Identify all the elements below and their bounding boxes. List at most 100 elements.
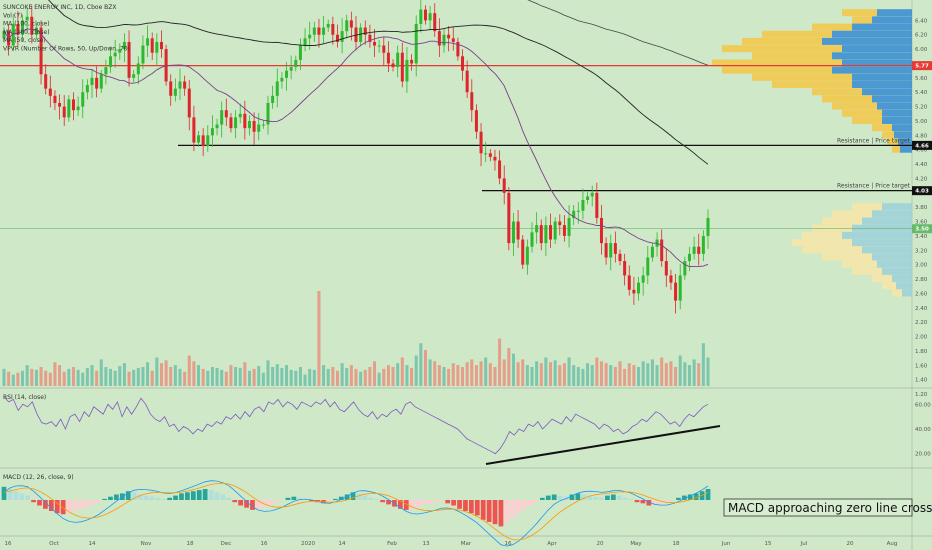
volume-bar [572,365,576,386]
volume-bar [558,365,562,386]
macd-histogram-bar [676,497,681,500]
price-tag-label: 4.03 [915,189,929,195]
price-tick-label: 2.40 [915,306,928,312]
macd-histogram-bar [238,500,244,506]
rsi-tick-label: 60.00 [915,402,931,408]
volume-bar [81,372,85,386]
time-tick-label: 16 [5,541,12,547]
candle-body [373,41,377,46]
vpvr-down-bar [822,217,862,225]
candle-body [62,106,66,118]
volume-bar [85,367,89,386]
price-tick-label: 6.00 [915,47,928,53]
candle-body [261,124,265,126]
volume-bar [146,362,150,386]
candle-body [150,38,154,53]
candle-body [271,95,275,103]
volume-bar [433,361,437,386]
macd-histogram-bar [332,498,338,500]
volume-bar [669,361,673,386]
vpvr-up-bar [877,260,912,268]
volume-bar [414,355,418,386]
candle-body [30,16,34,35]
macd-histogram-bar [196,490,202,500]
candle-body [85,85,89,93]
macd-histogram-bar [297,497,303,500]
vpvr-up-bar [882,203,912,211]
volume-bar [368,367,372,386]
vpvr-up-bar [862,217,912,225]
volume-bar [386,365,390,386]
macd-histogram-bar [125,491,131,500]
volume-bar [159,363,163,386]
volume-bar [456,365,460,386]
volume-bar [247,370,251,386]
candle-body [169,81,173,96]
candle-body [132,74,136,78]
price-tick-label: 2.20 [915,320,928,326]
time-tick-label: May [630,541,642,547]
vpvr-up-bar [894,131,912,139]
candle-body [493,156,497,161]
candle-body [109,56,113,68]
volume-bar [549,362,553,386]
candle-body [229,117,233,129]
macd-histogram-bar [155,497,161,500]
volume-bar [423,349,427,386]
candle-body [71,99,75,111]
macd-histogram-bar [108,496,113,500]
candle-body [58,103,62,107]
time-tick-label: 14 [339,541,346,547]
volume-bar [655,365,659,386]
volume-bar [220,369,224,386]
candle-body [335,34,339,42]
volume-bar [183,371,187,386]
candle-body [247,120,251,129]
volume-bar [521,359,525,386]
volume-bar [405,365,409,386]
vpvr-down-bar [832,210,872,218]
candle-body [16,23,20,35]
candle-body [692,246,696,254]
volume-bar [474,365,478,386]
volume-bar [2,368,6,386]
macd-histogram-bar [220,494,226,500]
candle-body [535,225,539,233]
macd-histogram-bar [681,495,687,500]
volume-bar [419,343,423,386]
vpvr-up-bar [882,116,912,124]
volume-bar [224,371,228,386]
volume-bar [21,370,25,386]
macd-histogram-bar [48,500,54,511]
vpvr-up-bar [896,282,912,290]
macd-histogram-bar [587,495,593,500]
vpvr-up-bar [852,81,912,89]
vpvr-up-bar [842,231,912,239]
macd-histogram-bar [439,500,445,502]
volume-bar [618,361,622,386]
macd-histogram-bar [575,493,581,500]
macd-histogram-bar [557,495,563,500]
candle-body [604,243,608,258]
candle-body [90,77,94,86]
candle-body [67,99,71,118]
vpvr-down-bar [812,23,852,31]
volume-bar [326,368,330,386]
candle-body [331,23,335,35]
macd-histogram-bar [143,495,149,500]
volume-bar [697,363,701,386]
volume-bar [646,363,650,386]
macd-histogram-bar [356,493,362,500]
candle-body [539,225,543,244]
candle-body [201,135,205,147]
candle-body [136,63,140,75]
macd-line [3,480,709,547]
macd-histogram-bar [409,500,415,509]
vpvr-up-bar [832,52,912,60]
volume-bar [280,367,284,386]
level-label: Resistance | Price target [837,183,911,190]
time-tick-label: Mar [461,541,472,547]
volume-bar [294,370,298,386]
macd-histogram-bar [398,500,403,509]
